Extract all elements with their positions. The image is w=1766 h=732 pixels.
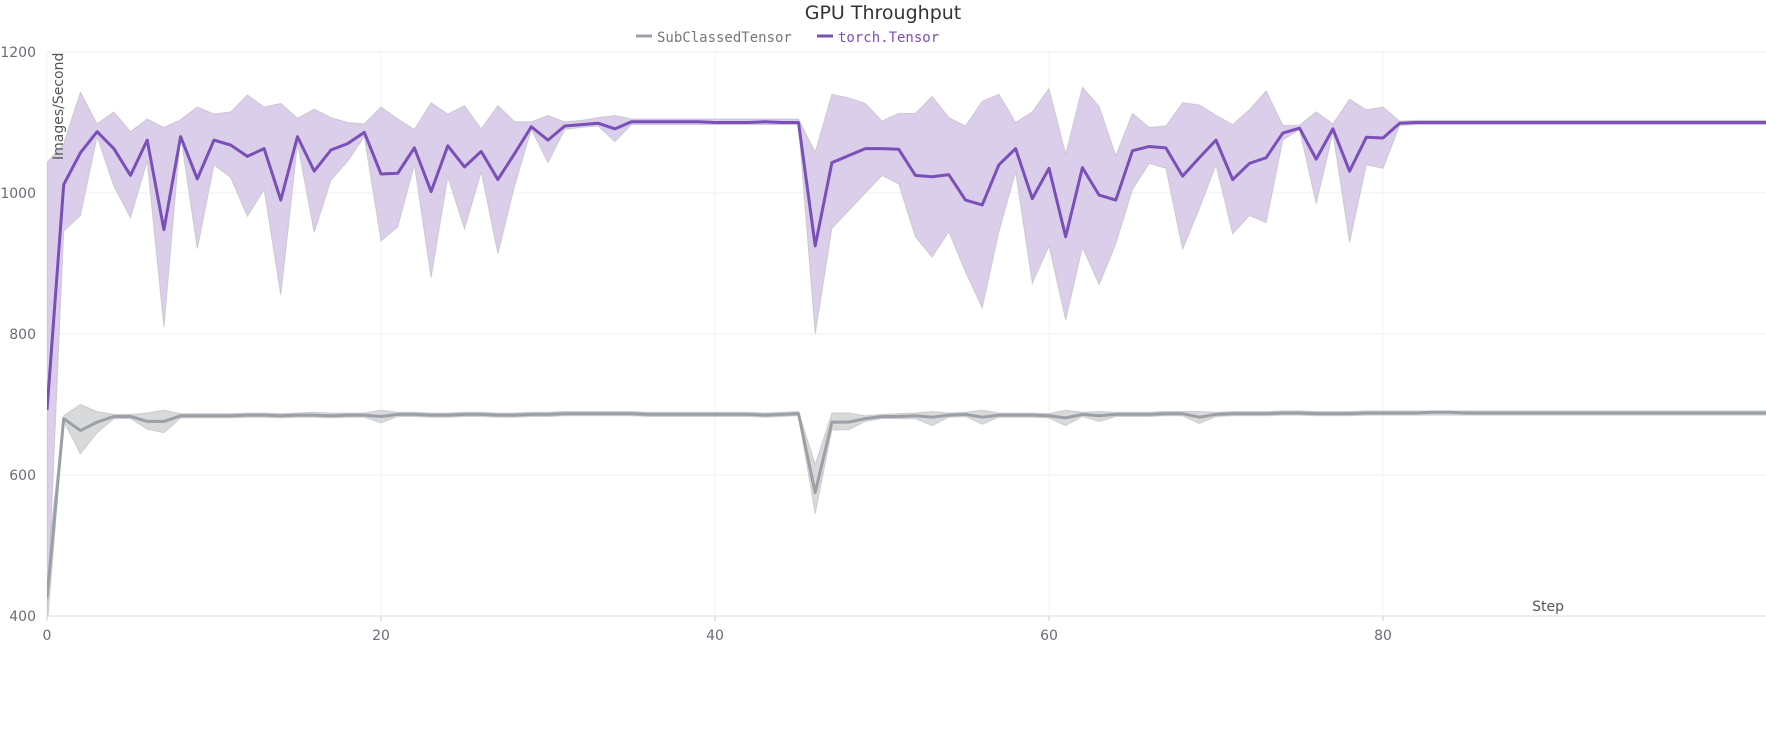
x-axis-ticks: 0 20 40 60 80 bbox=[43, 616, 1392, 644]
legend-label-torch-tensor: torch.Tensor bbox=[838, 30, 939, 46]
line-subclassedtensor bbox=[47, 410, 1766, 599]
x-tick-label-80: 80 bbox=[1374, 628, 1392, 644]
legend-item-torch-tensor[interactable]: torch.Tensor bbox=[817, 30, 939, 46]
band-subclassedtensor bbox=[47, 403, 1766, 616]
y-tick-label-400: 400 bbox=[9, 609, 36, 625]
chart-title: GPU Throughput bbox=[805, 2, 962, 24]
x-tick-label-40: 40 bbox=[706, 628, 724, 644]
series-lines bbox=[47, 120, 1766, 599]
legend-label-subclassedtensor: SubClassedTensor bbox=[657, 30, 792, 46]
y-tick-label-1000: 1000 bbox=[0, 186, 36, 202]
band-torch-tensor bbox=[47, 86, 1766, 616]
x-tick-label-0: 0 bbox=[43, 628, 52, 644]
y-axis-label: Images/Second bbox=[51, 53, 67, 160]
x-axis-label: Step bbox=[1532, 599, 1564, 615]
x-tick-label-60: 60 bbox=[1040, 628, 1058, 644]
confidence-bands bbox=[47, 86, 1766, 616]
line-torch-tensor bbox=[47, 120, 1766, 411]
legend: SubClassedTensor torch.Tensor bbox=[636, 30, 939, 46]
y-tick-label-600: 600 bbox=[9, 468, 36, 484]
x-tick-label-20: 20 bbox=[372, 628, 390, 644]
y-tick-label-800: 800 bbox=[9, 327, 36, 343]
y-axis-ticks: 400 600 800 1000 1200 bbox=[0, 45, 36, 625]
y-tick-label-1200: 1200 bbox=[0, 45, 36, 61]
legend-item-subclassedtensor[interactable]: SubClassedTensor bbox=[636, 30, 792, 46]
